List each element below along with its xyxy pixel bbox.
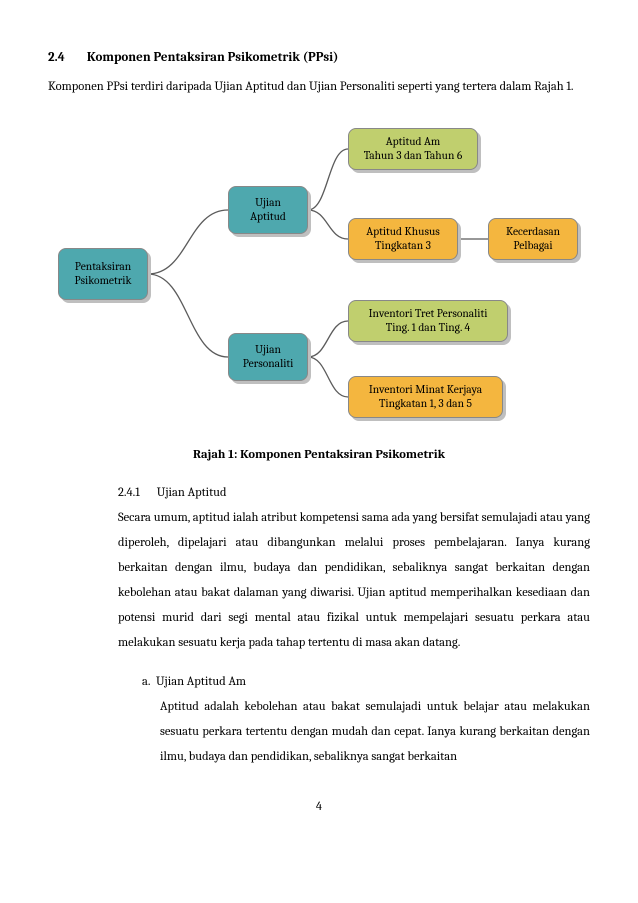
node-aam: Aptitud AmTahun 3 dan Tahun 6 xyxy=(348,128,478,170)
list-item-a-label: a. Ujian Aptitud Am xyxy=(142,670,590,695)
node-itp: Inventori Tret PersonalitiTing. 1 dan Ti… xyxy=(348,300,508,342)
list-item-a-body: Aptitud adalah kebolehan atau bakat semu… xyxy=(160,695,590,770)
node-kec: KecerdasanPelbagai xyxy=(488,218,578,260)
section-number: 2.4 xyxy=(48,50,84,65)
section-intro: Komponen PPsi terdiri daripada Ujian Apt… xyxy=(48,75,590,100)
diagram: PentaksiranPsikometrik UjianAptitud UjianP… xyxy=(48,108,590,438)
node-root: PentaksiranPsikometrik xyxy=(58,248,148,300)
subsection-title: Ujian Aptitud xyxy=(157,486,227,500)
subsection-number: 2.4.1 xyxy=(118,486,154,500)
node-akh: Aptitud KhususTingkatan 3 xyxy=(348,218,458,260)
diagram-caption: Rajah 1: Komponen Pentaksiran Psikometri… xyxy=(48,448,590,462)
subsection-heading: 2.4.1 Ujian Aptitud xyxy=(118,486,590,500)
node-apt: UjianAptitud xyxy=(228,186,308,234)
page-number: 4 xyxy=(48,800,590,814)
node-imk: Inventori Minat KerjayaTingkatan 1, 3 da… xyxy=(348,376,503,418)
section-heading: 2.4 Komponen Pentaksiran Psikometrik (PP… xyxy=(48,50,590,65)
subsection-body: Secara umum, aptitud ialah atribut kompe… xyxy=(118,506,590,656)
section-title: Komponen Pentaksiran Psikometrik (PPsi) xyxy=(87,50,339,65)
node-per: UjianPersonaliti xyxy=(228,333,308,381)
list-item-a: a. Ujian Aptitud Am Aptitud adalah kebol… xyxy=(142,670,590,770)
